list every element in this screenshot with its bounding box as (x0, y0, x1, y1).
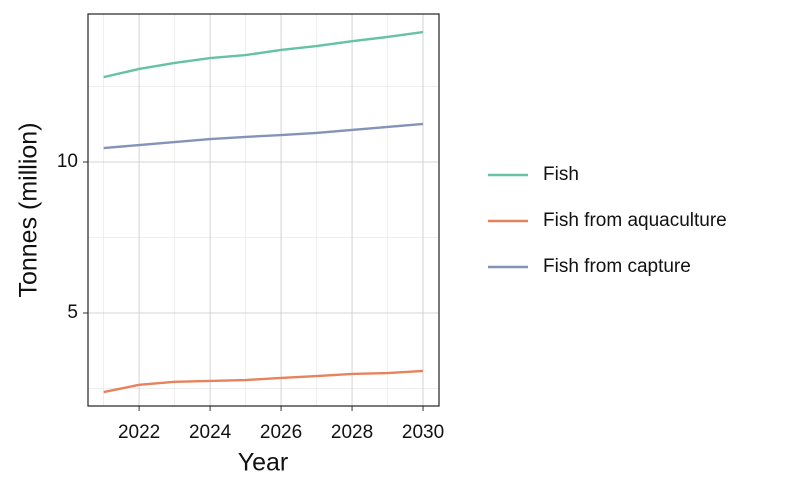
legend-label: Fish from aquaculture (543, 210, 727, 231)
x-tick-label: 2030 (402, 422, 444, 443)
y-tick-label: 10 (57, 151, 78, 172)
series-line (103, 122, 424, 150)
x-axis-title: Year (238, 449, 289, 477)
x-tick-label: 2022 (118, 422, 160, 443)
y-tick-label: 5 (67, 302, 78, 323)
x-tick-label: 2024 (189, 422, 232, 443)
series-line (103, 30, 424, 79)
plot-frame (87, 13, 440, 407)
legend-label: Fish from capture (543, 256, 691, 277)
legend-label: Fish (543, 164, 579, 185)
series-line (103, 369, 424, 394)
x-tick-label: 2028 (331, 422, 373, 443)
y-axis-title: Tonnes (million) (15, 122, 43, 297)
x-tick-label: 2026 (260, 422, 302, 443)
